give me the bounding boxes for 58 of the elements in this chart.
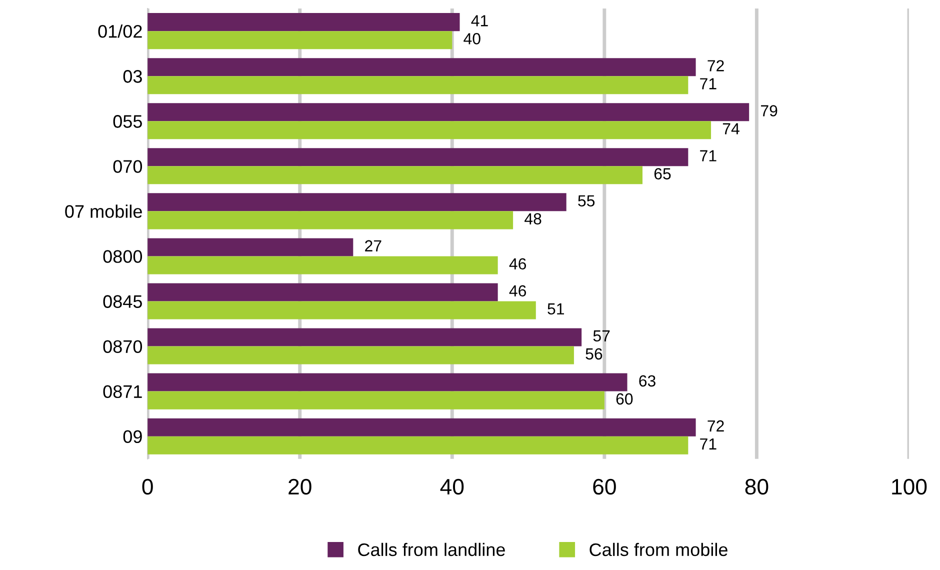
x-tick-label: 40 (440, 478, 464, 495)
y-tick-label: 0845 (103, 295, 142, 308)
bar (148, 58, 696, 76)
data-label: 27 (365, 240, 382, 252)
y-tick-label: 07 mobile (65, 204, 142, 218)
bar (148, 148, 688, 166)
bar (148, 121, 712, 140)
data-label: 41 (471, 15, 488, 26)
data-label: 71 (700, 438, 716, 450)
bar (148, 346, 574, 364)
y-tick-label: 03 (123, 70, 142, 83)
bar (148, 373, 628, 392)
data-label: 57 (593, 330, 610, 342)
data-label: 51 (548, 303, 564, 315)
bar (148, 103, 750, 122)
x-tick-label: 0 (142, 478, 153, 495)
y-tick-label: 0800 (103, 250, 142, 263)
bar (148, 76, 688, 94)
data-label: 56 (586, 348, 602, 360)
x-tick-label: 20 (288, 478, 312, 495)
y-tick-label: 09 (123, 430, 142, 444)
data-label: 71 (700, 150, 716, 162)
bar (148, 328, 582, 346)
bar (148, 211, 514, 230)
x-tick-label: 60 (593, 478, 616, 495)
bar (148, 436, 688, 454)
data-label: 48 (524, 213, 542, 224)
x-tick-label: 100 (892, 478, 927, 495)
x-tick-label: 80 (745, 478, 768, 495)
bar (148, 13, 460, 32)
y-tick-label: 0870 (103, 340, 142, 353)
bar (148, 418, 696, 436)
data-label: 71 (700, 78, 716, 90)
data-label: 72 (708, 420, 724, 432)
bar (148, 391, 604, 410)
data-label: 63 (639, 375, 656, 387)
bar (148, 193, 566, 212)
y-tick-label: 01/02 (98, 24, 142, 38)
legend-label: Calls from mobile (590, 542, 728, 556)
bar (148, 166, 642, 184)
legend-label: Calls from landline (358, 542, 505, 556)
bar (148, 301, 536, 320)
bar (148, 256, 498, 274)
data-label: 46 (509, 285, 526, 297)
bar (148, 283, 498, 302)
bar (148, 31, 452, 50)
data-label: 46 (509, 258, 526, 270)
data-label: 74 (722, 123, 740, 134)
data-label: 72 (708, 60, 724, 72)
y-tick-label: 055 (113, 115, 142, 128)
data-label: 55 (578, 195, 595, 206)
data-label: 40 (464, 33, 480, 44)
data-label: 65 (654, 168, 671, 180)
y-tick-label: 070 (113, 160, 142, 173)
data-label: 79 (761, 105, 778, 116)
bar (148, 238, 354, 256)
y-tick-label: 0871 (103, 385, 142, 398)
data-label: 60 (616, 393, 633, 405)
